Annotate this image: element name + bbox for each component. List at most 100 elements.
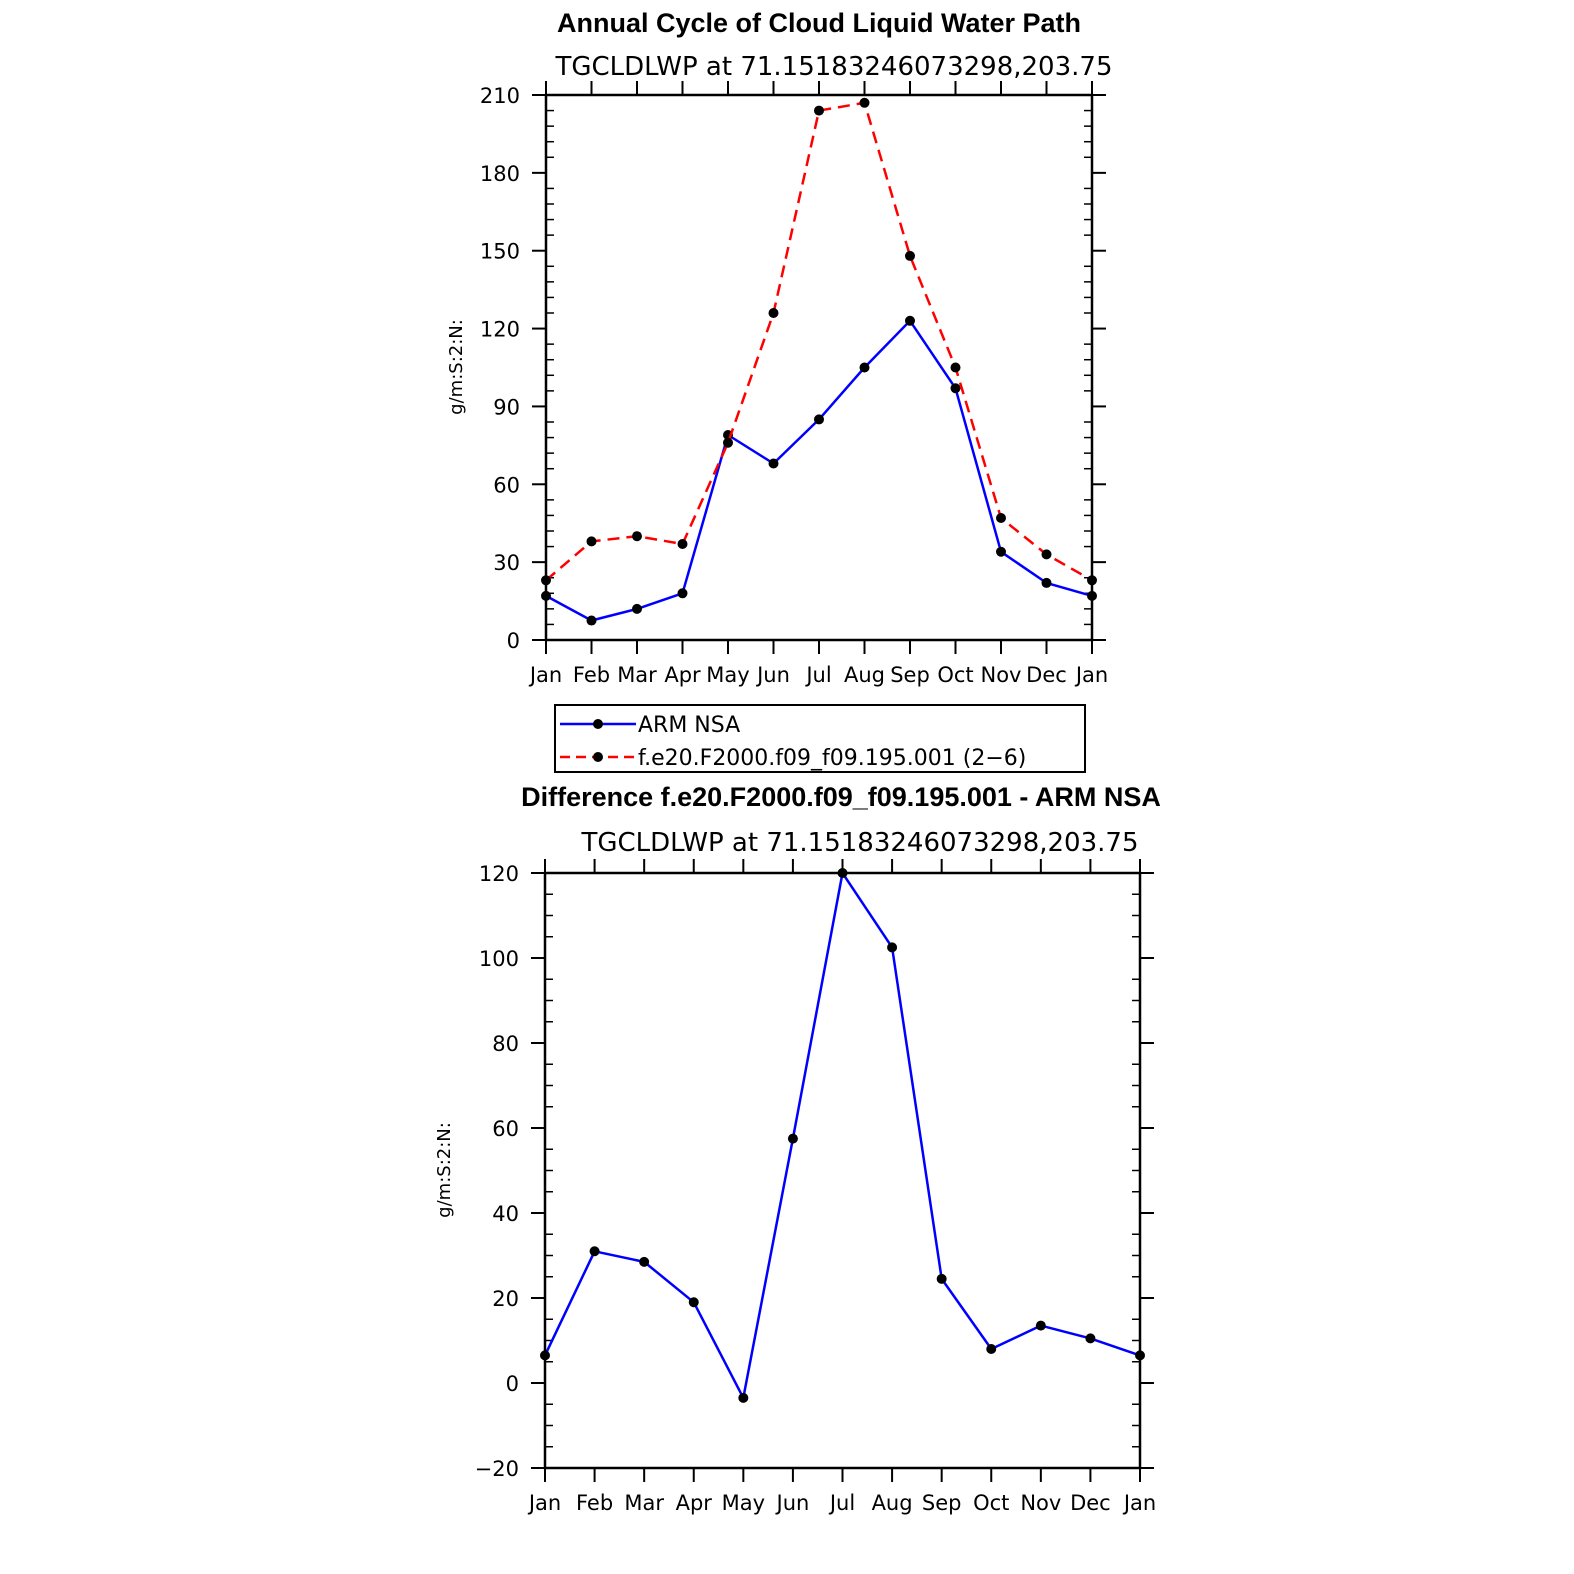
x-tick-label-dec: Dec <box>1026 663 1067 687</box>
data-point-f-e20-f2000-f09-f09-195-001-2-6-apr <box>677 538 688 549</box>
y-tick-label: 60 <box>493 473 520 497</box>
data-point-difference-oct <box>986 1344 997 1354</box>
y-tick-label: 20 <box>492 1287 519 1311</box>
y-tick-label: 100 <box>479 947 519 971</box>
x-tick-label-sep: Sep <box>922 1491 962 1515</box>
y-tick-label: −20 <box>475 1457 519 1481</box>
x-tick-label-jan: Jan <box>527 1491 561 1515</box>
x-tick-label-oct: Oct <box>937 663 973 687</box>
y-tick-label: 0 <box>507 629 520 653</box>
data-point-f-e20-f2000-f09-f09-195-001-2-6-jan <box>541 575 551 586</box>
plot-area: Jan Feb Mar Apr May Jun Jul Aug Sep Oct Nov Dec Jan 0… <box>480 81 1108 687</box>
y-tick-label: 120 <box>480 318 520 342</box>
data-point-difference-feb <box>589 1246 600 1257</box>
x-tick-label-dec: Dec <box>1070 1491 1111 1515</box>
data-point-arm-nsa-dec <box>1041 577 1052 588</box>
chart-subtitle: TGCLDLWP at 71.15183246073298,203.75 <box>580 828 1138 858</box>
data-point-difference-aug <box>887 942 898 953</box>
y-axis-label: g/m:S:2:N: <box>434 1122 455 1218</box>
legend-box <box>554 704 1086 773</box>
x-tick-label-aug: Aug <box>844 663 885 687</box>
data-point-difference-apr <box>688 1297 699 1308</box>
y-tick-label: 0 <box>506 1372 519 1396</box>
x-tick-label-jan: Jan <box>1074 663 1108 687</box>
y-tick-label: 120 <box>479 862 519 886</box>
x-tick-label-mar: Mar <box>624 1491 664 1515</box>
y-tick-label: 60 <box>492 1117 519 1141</box>
legend-label-arm-nsa: ARM NSA <box>638 713 740 738</box>
data-point-difference-dec <box>1085 1333 1096 1344</box>
y-tick-label: 90 <box>493 395 520 419</box>
plot-frame <box>543 871 1142 1470</box>
data-point-f-e20-f2000-f09-f09-195-001-2-6-sep <box>905 250 915 261</box>
x-tick-label-feb: Feb <box>573 663 610 687</box>
series-line-f-e20-f2000-f09-f09-195-001-2-6 <box>545 101 1093 582</box>
data-point-f-e20-f2000-f09-f09-195-001-2-6-may <box>723 437 733 448</box>
data-point-arm-nsa-sep <box>905 315 915 326</box>
data-point-difference-jul <box>837 868 848 878</box>
legend-entry-arm-nsa: ARM NSA <box>560 713 740 738</box>
data-point-f-e20-f2000-f09-f09-195-001-2-6-mar <box>632 531 642 542</box>
y-tick-label: 40 <box>492 1202 519 1226</box>
data-point-difference-jan <box>540 1350 550 1361</box>
x-tick-label-may: May <box>722 1491 765 1515</box>
chart-title: Difference f.e20.F2000.f09_f09.195.001 -… <box>521 782 1161 812</box>
x-tick-label-jan: Jan <box>528 663 562 687</box>
y-tick-label: 210 <box>480 84 520 108</box>
series-line-difference <box>543 871 1141 1400</box>
chart-title: Annual Cycle of Cloud Liquid Water Path <box>557 8 1081 38</box>
y-tick-label: 150 <box>480 240 520 264</box>
x-tick-label-jun: Jun <box>775 1491 810 1515</box>
x-tick-label-nov: Nov <box>981 663 1022 687</box>
difference-chart: Difference f.e20.F2000.f09_f09.195.001 -… <box>434 782 1161 1515</box>
data-point-arm-nsa-mar <box>632 603 642 614</box>
y-tick-label: 80 <box>492 1032 519 1056</box>
chart-subtitle: TGCLDLWP at 71.15183246073298,203.75 <box>554 52 1112 82</box>
data-point-f-e20-f2000-f09-f09-195-001-2-6-feb <box>586 536 597 547</box>
data-point-difference-sep <box>936 1273 947 1284</box>
y-tick-label: 180 <box>480 162 520 186</box>
data-point-difference-mar <box>639 1256 650 1267</box>
x-tick-label-apr: Apr <box>664 663 701 687</box>
x-tick-label-sep: Sep <box>890 663 930 687</box>
data-point-arm-nsa-oct <box>950 383 961 394</box>
data-point-difference-jun <box>787 1133 798 1144</box>
data-point-difference-nov <box>1035 1320 1046 1331</box>
x-tick-label-nov: Nov <box>1020 1491 1061 1515</box>
data-point-arm-nsa-jan <box>1087 590 1097 601</box>
annual-cycle-chart: Annual Cycle of Cloud Liquid Water Path … <box>446 8 1113 773</box>
plot-area: Jan Feb Mar Apr May Jun Jul Aug Sep Oct Nov Dec Jan−… <box>475 859 1156 1515</box>
x-tick-label-aug: Aug <box>872 1491 913 1515</box>
data-point-difference-jan <box>1135 1350 1145 1361</box>
data-point-arm-nsa-nov <box>996 546 1006 557</box>
data-point-f-e20-f2000-f09-f09-195-001-2-6-oct <box>950 362 961 373</box>
y-axis-label: g/m:S:2:N: <box>446 319 467 415</box>
data-point-arm-nsa-apr <box>677 588 688 599</box>
data-point-f-e20-f2000-f09-f09-195-001-2-6-jun <box>768 308 779 318</box>
legend: ARM NSA f.e20.F2000.f09_f09.195.001 (2−6… <box>554 704 1086 773</box>
data-point-arm-nsa-jul <box>814 414 824 425</box>
data-point-arm-nsa-feb <box>586 615 597 626</box>
legend-marker-model <box>593 752 603 762</box>
y-tick-label: 30 <box>493 551 520 575</box>
series-line-arm-nsa <box>545 319 1093 622</box>
data-point-f-e20-f2000-f09-f09-195-001-2-6-jul <box>814 105 824 116</box>
x-tick-label-oct: Oct <box>973 1491 1009 1515</box>
data-point-arm-nsa-aug <box>859 362 870 373</box>
legend-marker-arm-nsa <box>593 719 603 729</box>
x-tick-label-mar: Mar <box>617 663 657 687</box>
data-point-arm-nsa-jun <box>768 458 779 469</box>
x-tick-label-jan: Jan <box>1122 1491 1156 1515</box>
x-tick-label-apr: Apr <box>676 1491 713 1515</box>
data-point-f-e20-f2000-f09-f09-195-001-2-6-nov <box>996 513 1006 524</box>
x-tick-label-may: May <box>706 663 749 687</box>
x-tick-label-feb: Feb <box>576 1491 613 1515</box>
data-point-f-e20-f2000-f09-f09-195-001-2-6-dec <box>1041 549 1052 560</box>
x-tick-label-jul: Jul <box>804 663 831 687</box>
data-point-arm-nsa-jan <box>541 590 551 601</box>
legend-entry-model: f.e20.F2000.f09_f09.195.001 (2−6) <box>560 746 1026 771</box>
legend-label-model: f.e20.F2000.f09_f09.195.001 (2−6) <box>638 746 1026 771</box>
data-point-difference-may <box>738 1392 749 1403</box>
data-point-f-e20-f2000-f09-f09-195-001-2-6-aug <box>859 97 870 108</box>
